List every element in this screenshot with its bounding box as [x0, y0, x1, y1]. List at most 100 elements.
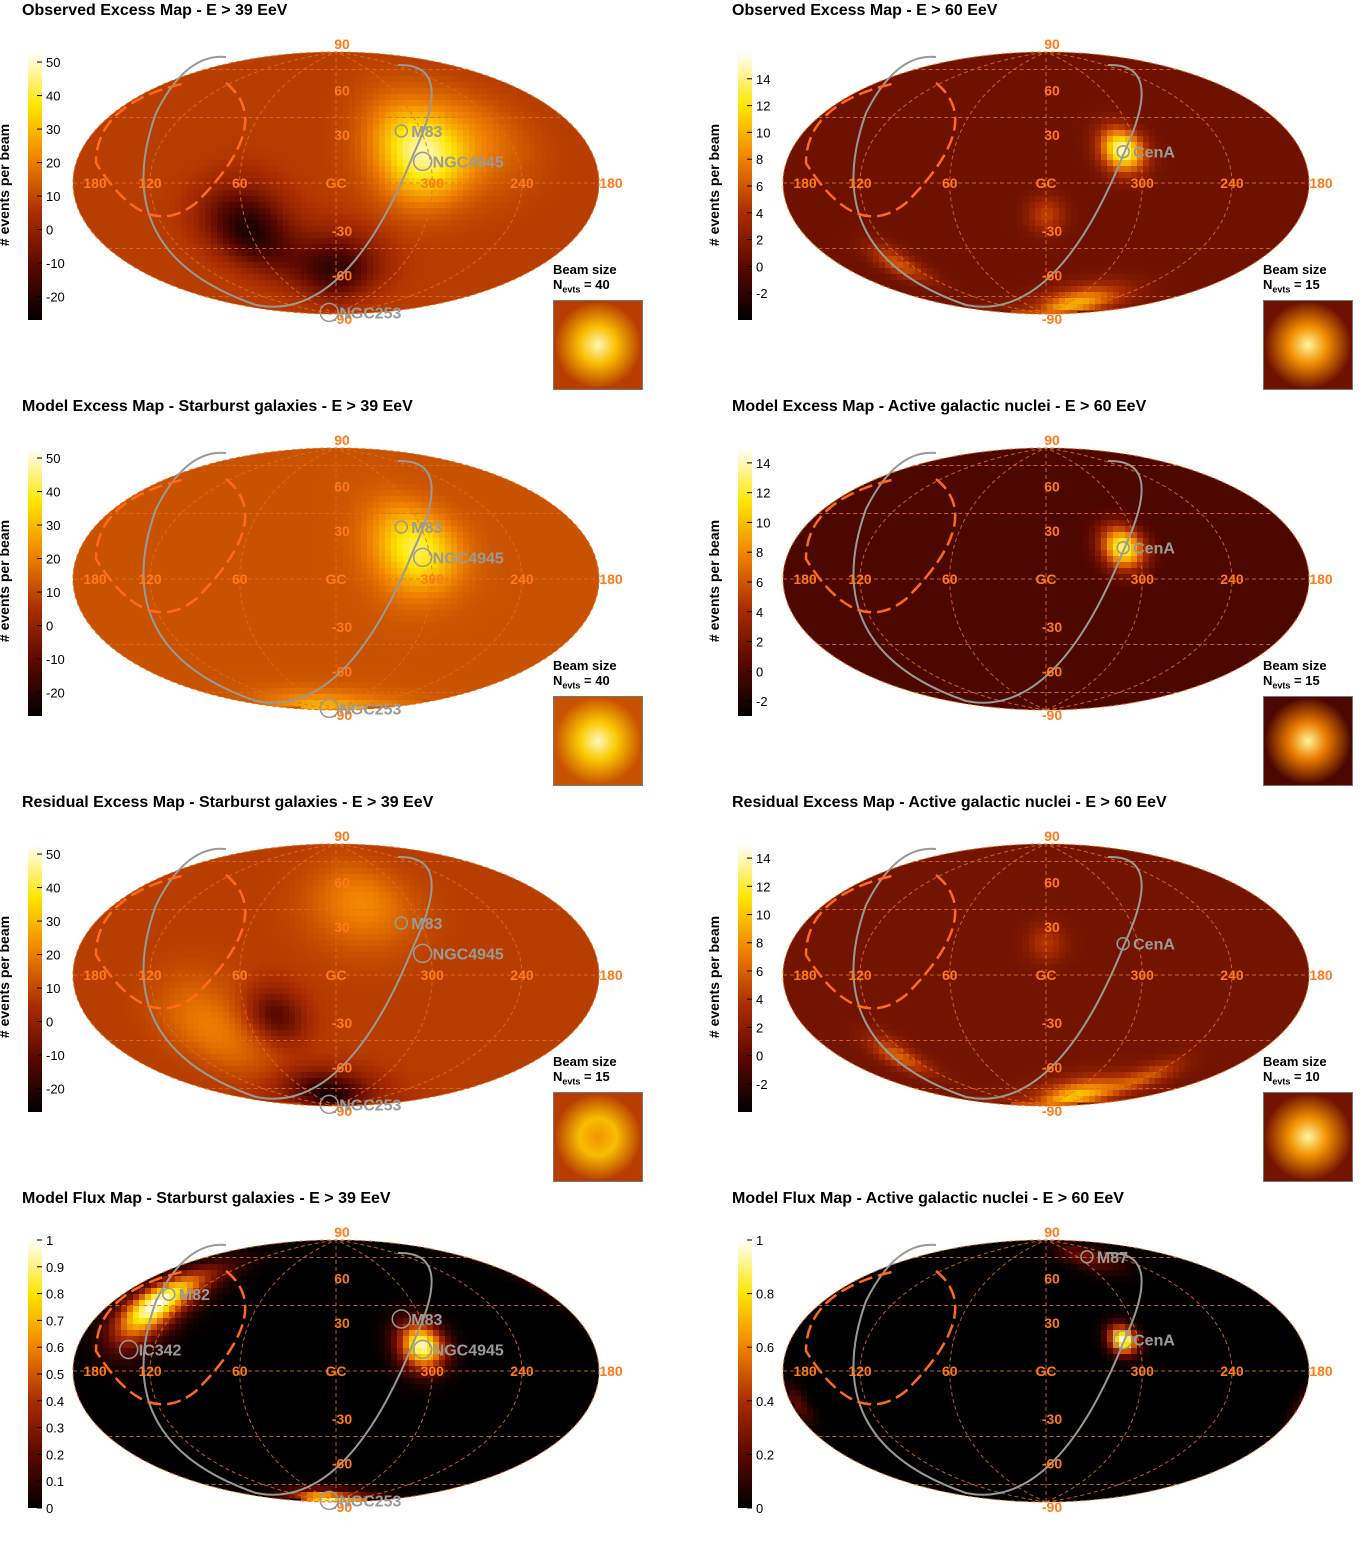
heat-cell: [547, 148, 554, 155]
heat-cell: [481, 220, 488, 227]
heat-cell: [379, 154, 386, 161]
heat-cell: [211, 250, 218, 257]
heat-cell: [307, 214, 314, 221]
heat-cell: [115, 184, 122, 191]
heat-cell: [277, 130, 284, 137]
heat-cell: [999, 52, 1006, 59]
heat-cell: [1005, 130, 1012, 137]
heat-cell: [253, 142, 260, 149]
heat-cell: [205, 160, 212, 167]
heat-cell: [343, 154, 350, 161]
heat-cell: [499, 172, 506, 179]
heat-cell: [193, 208, 200, 215]
heat-cell: [313, 268, 320, 275]
heat-cell: [241, 262, 248, 269]
heat-cell: [1077, 118, 1084, 125]
heat-cell: [271, 208, 278, 215]
heat-cell: [373, 58, 380, 65]
heat-cell: [1191, 124, 1198, 131]
heat-cell: [319, 70, 326, 77]
heat-cell: [211, 190, 218, 197]
heat-cell: [553, 196, 560, 203]
heat-cell: [127, 118, 134, 125]
heat-cell: [969, 166, 976, 173]
heat-cell: [1197, 94, 1204, 101]
heat-cell: [1089, 76, 1096, 83]
heat-cell: [481, 238, 488, 245]
heat-cell: [193, 88, 200, 95]
heat-cell: [385, 178, 392, 185]
source-label: NGC4945: [433, 154, 504, 171]
heat-cell: [211, 184, 218, 191]
heat-cell: [1071, 190, 1078, 197]
heat-cell: [885, 202, 892, 209]
heat-cell: [927, 190, 934, 197]
heat-cell: [253, 226, 260, 233]
heat-cell: [493, 178, 500, 185]
heat-cell: [337, 70, 344, 77]
heat-cell: [1089, 106, 1096, 113]
heat-cell: [313, 82, 320, 89]
heat-cell: [1083, 190, 1090, 197]
heat-cell: [583, 202, 590, 209]
heat-cell: [271, 172, 278, 179]
heat-cell: [529, 106, 536, 113]
heat-cell: [885, 94, 892, 101]
heat-cell: [1023, 82, 1030, 89]
heat-cell: [945, 118, 952, 125]
heat-cell: [307, 190, 314, 197]
heat-cell: [247, 202, 254, 209]
heat-cell: [361, 58, 368, 65]
heat-cell: [217, 262, 224, 269]
heat-cell: [1089, 124, 1096, 131]
heat-cell: [825, 142, 832, 149]
heat-cell: [1233, 124, 1240, 131]
heat-cell: [915, 178, 922, 185]
heat-cell: [409, 76, 416, 83]
heat-cell: [505, 274, 512, 281]
heat-cell: [933, 208, 940, 215]
heat-cell: [253, 178, 260, 185]
heat-cell: [451, 184, 458, 191]
heat-cell: [259, 100, 266, 107]
lat-tick-label: -60: [332, 268, 352, 284]
heat-cell: [1065, 88, 1072, 95]
heat-cell: [301, 268, 308, 275]
heat-cell: [1173, 202, 1180, 209]
heat-cell: [481, 262, 488, 269]
heat-cell: [265, 268, 272, 275]
heat-cell: [1101, 118, 1108, 125]
heat-cell: [157, 160, 164, 167]
heat-cell: [987, 118, 994, 125]
heat-cell: [1125, 94, 1132, 101]
heat-cell: [463, 286, 470, 293]
heat-cell: [85, 142, 92, 149]
heat-cell: [1239, 148, 1246, 155]
heat-cell: [415, 268, 422, 275]
heat-cell: [379, 232, 386, 239]
heat-cell: [409, 226, 416, 233]
heat-cell: [295, 166, 302, 173]
heat-cell: [957, 100, 964, 107]
heat-cell: [103, 232, 110, 239]
heat-cell: [921, 202, 928, 209]
heat-cell: [175, 280, 182, 287]
heat-cell: [193, 226, 200, 233]
heat-cell: [1155, 100, 1162, 107]
heat-cell: [181, 238, 188, 245]
heat-cell: [277, 268, 284, 275]
heat-cell: [391, 292, 398, 299]
heat-cell: [583, 160, 590, 167]
heat-cell: [355, 244, 362, 251]
heat-cell: [469, 214, 476, 221]
heat-cell: [319, 202, 326, 209]
heat-cell: [1077, 184, 1084, 191]
heat-cell: [367, 256, 374, 263]
heat-cell: [1041, 166, 1048, 173]
heat-cell: [1197, 184, 1204, 191]
heat-cell: [463, 238, 470, 245]
heat-cell: [855, 166, 862, 173]
heat-cell: [403, 214, 410, 221]
heat-cell: [1263, 160, 1270, 167]
heat-cell: [897, 130, 904, 137]
